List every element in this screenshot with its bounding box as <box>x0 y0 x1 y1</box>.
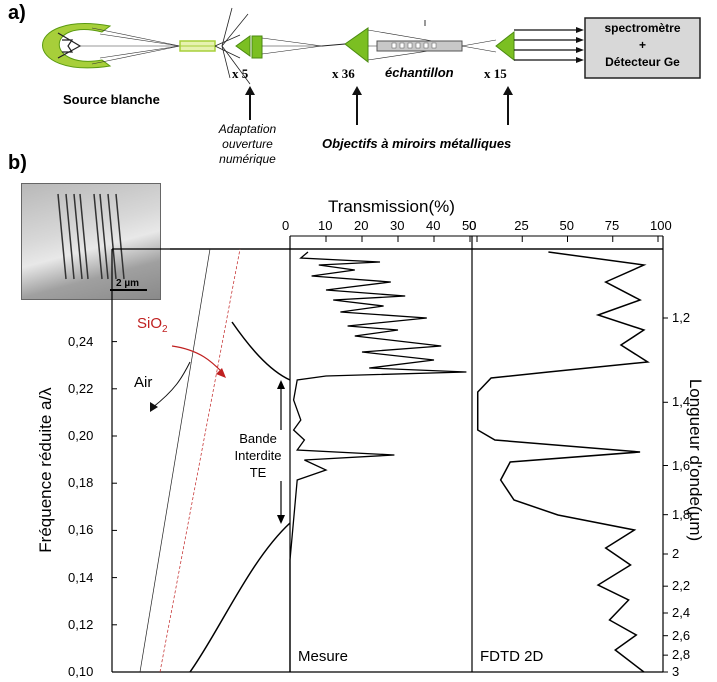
scale-bar-label: 2 µm <box>116 278 139 289</box>
right-tick-label: 2,2 <box>672 578 691 594</box>
output-arrows <box>514 29 578 61</box>
right-ticks <box>663 317 668 673</box>
right-tick-label: 2,8 <box>672 647 691 663</box>
detector-label: spectromètre + Détecteur Ge <box>604 21 681 69</box>
y-axis-label: Fréquence réduite a/λ <box>36 387 55 553</box>
right-tick-label: 1,4 <box>672 394 691 410</box>
fdtd-curve-shape <box>476 251 650 673</box>
right-tick-label: 1,8 <box>672 506 691 522</box>
magnification-1: x 5 <box>232 66 249 81</box>
objectives-label: Objectifs à miroirs métalliques <box>322 136 512 151</box>
pointer-arrows <box>249 92 509 125</box>
divergent-rays <box>214 7 251 85</box>
air-pointer <box>151 361 191 409</box>
top-tick-label: 50 <box>559 218 574 233</box>
detector-box <box>584 17 701 79</box>
y-ticks <box>112 341 117 673</box>
air-line-shape <box>139 248 211 673</box>
source-rays <box>80 27 181 65</box>
mesure-curve-shape <box>289 251 467 672</box>
sample-label: échantillon <box>385 65 454 80</box>
top-tick-label: 75 <box>604 218 620 233</box>
y-tick-label: 0,22 <box>68 380 94 396</box>
upper-band-shape <box>231 321 291 381</box>
right-axis-label: Longueur d'onde(µm) <box>686 378 705 542</box>
sio2-pointer <box>171 345 223 373</box>
top-tick-label: 100 <box>650 218 672 233</box>
top-tick-label: 0 <box>469 218 477 233</box>
sio2-line-shape <box>159 248 241 673</box>
sio2-label: SiO2 <box>137 315 168 335</box>
top-ticks <box>289 235 663 242</box>
magnification-3: x 15 <box>484 66 507 81</box>
y-tick-label: 0,18 <box>68 475 94 491</box>
magnification-2: x 36 <box>332 66 355 81</box>
y-tick-label: 0,14 <box>68 569 94 585</box>
objective-3-shape <box>495 30 515 62</box>
y-tick-label: 0,16 <box>68 522 94 538</box>
panel-a-label: a) <box>8 2 26 24</box>
fdtd-label: FDTD 2D <box>480 648 544 665</box>
objective-1-shape <box>235 35 251 57</box>
right-tick-label: 1,2 <box>672 310 691 325</box>
top-tick-label: 30 <box>390 218 405 233</box>
top-tick-label: 40 <box>426 218 441 233</box>
objective-2-shape <box>344 27 369 64</box>
top-tick-label: 50 <box>462 218 477 233</box>
right-tick-label: 3 <box>672 664 680 679</box>
adaptation-label: Adaptation ouverture numérique <box>218 122 277 166</box>
right-tick-label: 2,4 <box>672 605 691 620</box>
source-label: Source blanche <box>63 92 160 107</box>
air-label: Air <box>134 374 153 391</box>
top-axis-label: Transmission(%) <box>328 197 455 216</box>
bandgap-label: Bande Interdite TE <box>232 430 284 481</box>
right-tick-label: 1,6 <box>672 457 691 473</box>
top-tick-label: 10 <box>318 218 333 233</box>
panel-b-label: b) <box>8 152 27 174</box>
y-tick-label: 0,20 <box>68 428 94 443</box>
right-tick-label: 2 <box>672 546 680 561</box>
y-tick-label: 0,10 <box>68 664 94 679</box>
y-tick-label: 0,12 <box>68 616 94 632</box>
right-tick-label: 2,6 <box>672 627 691 643</box>
top-tick-label: 0 <box>282 218 290 233</box>
mesure-label: Mesure <box>298 648 349 665</box>
top-tick-label: 25 <box>514 218 529 233</box>
lower-band-shape <box>189 522 291 673</box>
top-tick-label: 20 <box>354 218 369 233</box>
sem-inset-image: 2 µm <box>21 183 161 300</box>
y-tick-label: 0,24 <box>68 333 94 349</box>
